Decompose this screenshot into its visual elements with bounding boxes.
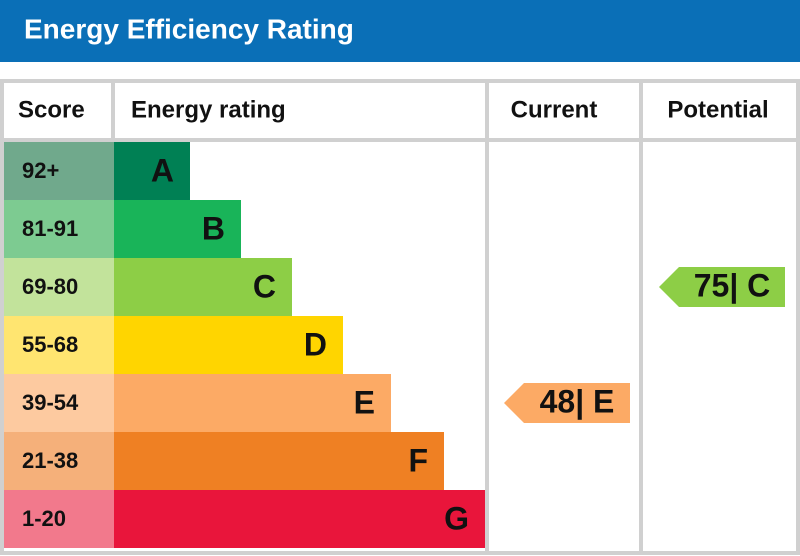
rating-letter: E (354, 384, 375, 420)
score-cell (4, 432, 114, 490)
rating-letter: D (304, 326, 327, 362)
score-label: 55-68 (22, 332, 78, 357)
rating-letter: G (444, 500, 469, 536)
score-cell (4, 490, 114, 548)
header-bar (0, 0, 800, 62)
score-label: 81-91 (22, 216, 78, 241)
current-label: 48| E (540, 383, 615, 419)
rating-bar (114, 316, 343, 374)
score-cell (4, 258, 114, 316)
potential-arrow (659, 267, 785, 307)
score-label: 1-20 (22, 506, 66, 531)
score-label: 21-38 (22, 448, 78, 473)
score-label: 92+ (22, 158, 59, 183)
score-label: 69-80 (22, 274, 78, 299)
rating-bar (114, 142, 190, 200)
rating-bar (114, 374, 391, 432)
header-title: Energy Efficiency Rating (24, 13, 354, 44)
score-cell (4, 142, 114, 200)
rating-letter: A (151, 152, 174, 188)
column-header: Current (511, 96, 598, 123)
score-cell (4, 374, 114, 432)
potential-label: 75| C (694, 267, 771, 303)
rating-letter: B (202, 210, 225, 246)
column-header: Energy rating (131, 96, 286, 123)
column-header: Potential (667, 96, 768, 123)
rating-bar (114, 432, 444, 490)
rating-bar (114, 258, 292, 316)
rating-letter: C (253, 268, 276, 304)
score-label: 39-54 (22, 390, 79, 415)
current-arrow (504, 383, 630, 423)
rating-bar (114, 200, 241, 258)
score-cell (4, 316, 114, 374)
score-cell (4, 200, 114, 258)
column-header: Score (18, 96, 85, 123)
rating-letter: F (408, 442, 428, 478)
rating-bar (114, 490, 485, 548)
